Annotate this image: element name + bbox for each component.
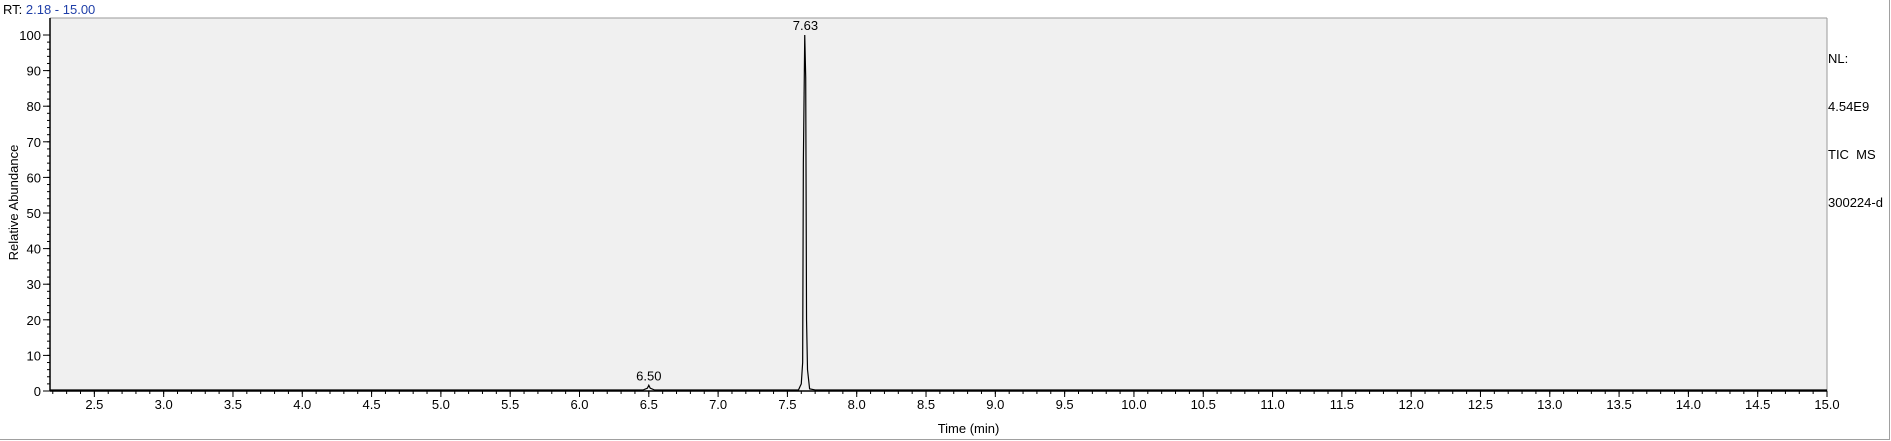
x-tick-label: 10.0 bbox=[1121, 397, 1146, 412]
x-tick-label: 10.5 bbox=[1191, 397, 1216, 412]
info-panel: NL: 4.54E9 TIC MS 300224-d bbox=[1828, 19, 1883, 227]
y-tick-label: 70 bbox=[27, 135, 41, 150]
x-tick-label: 12.5 bbox=[1468, 397, 1493, 412]
x-tick-label: 9.5 bbox=[1056, 397, 1074, 412]
x-tick-label: 7.5 bbox=[778, 397, 796, 412]
x-tick-label: 2.5 bbox=[85, 397, 103, 412]
x-tick-label: 13.5 bbox=[1606, 397, 1631, 412]
x-tick-label: 3.0 bbox=[155, 397, 173, 412]
peak-labels: 7.63 6.50 bbox=[636, 18, 818, 383]
x-tick-label: 11.5 bbox=[1330, 397, 1354, 412]
y-tick-label: 40 bbox=[27, 242, 41, 257]
y-tick-label: 30 bbox=[27, 277, 41, 292]
y-axis: 0 10 20 30 40 50 60 70 80 90 100 bbox=[19, 18, 51, 399]
y-axis-label: Relative Abundance bbox=[6, 145, 21, 261]
x-tick-label: 8.5 bbox=[917, 397, 935, 412]
rt-prefix: RT: bbox=[3, 2, 23, 17]
peak-label: 7.63 bbox=[793, 18, 818, 33]
x-tick-label: 6.5 bbox=[640, 397, 658, 412]
x-tick-label: 4.0 bbox=[293, 397, 311, 412]
x-tick-label: 9.0 bbox=[986, 397, 1004, 412]
rt-range-label: RT: 2.18 - 15.00 bbox=[3, 2, 95, 17]
x-tick-label: 5.0 bbox=[432, 397, 450, 412]
x-tick-label: 11.0 bbox=[1260, 397, 1284, 412]
x-axis: 2.5 3.0 3.5 4.0 4.5 5.0 5.5 6.0 6.5 7.0 7.5 8.0 8.5 9… bbox=[50, 390, 1840, 412]
x-tick-label: 12.0 bbox=[1399, 397, 1424, 412]
scan-type: TIC MS bbox=[1828, 147, 1876, 162]
y-tick-label: 20 bbox=[27, 313, 41, 328]
y-tick-label: 80 bbox=[27, 99, 41, 114]
x-tick-label: 8.0 bbox=[848, 397, 866, 412]
y-tick-label: 100 bbox=[19, 28, 41, 43]
plot-area bbox=[50, 18, 1827, 391]
x-tick-label: 7.0 bbox=[709, 397, 727, 412]
peak-label: 6.50 bbox=[636, 368, 661, 383]
y-tick-label: 90 bbox=[27, 64, 41, 79]
y-tick-label: 0 bbox=[34, 384, 41, 399]
x-tick-label: 4.5 bbox=[363, 397, 381, 412]
x-tick-label: 3.5 bbox=[224, 397, 242, 412]
x-axis-label: Time (min) bbox=[938, 421, 1000, 436]
y-tick-label: 10 bbox=[27, 348, 41, 363]
nl-value: 4.54E9 bbox=[1828, 99, 1870, 114]
x-tick-label: 14.5 bbox=[1745, 397, 1770, 412]
file-name: 300224-d bbox=[1828, 195, 1883, 210]
x-tick-label: 13.0 bbox=[1537, 397, 1562, 412]
y-tick-label: 50 bbox=[27, 206, 41, 221]
x-tick-label: 6.0 bbox=[570, 397, 588, 412]
tic-trace bbox=[50, 34, 1827, 391]
y-tick-label: 60 bbox=[27, 170, 41, 185]
rt-range-value: 2.18 - 15.00 bbox=[25, 2, 96, 17]
nl-label: NL: bbox=[1828, 51, 1849, 66]
x-tick-label: 14.0 bbox=[1676, 397, 1701, 412]
x-tick-label: 15.0 bbox=[1814, 397, 1839, 412]
x-tick-label: 5.5 bbox=[501, 397, 519, 412]
